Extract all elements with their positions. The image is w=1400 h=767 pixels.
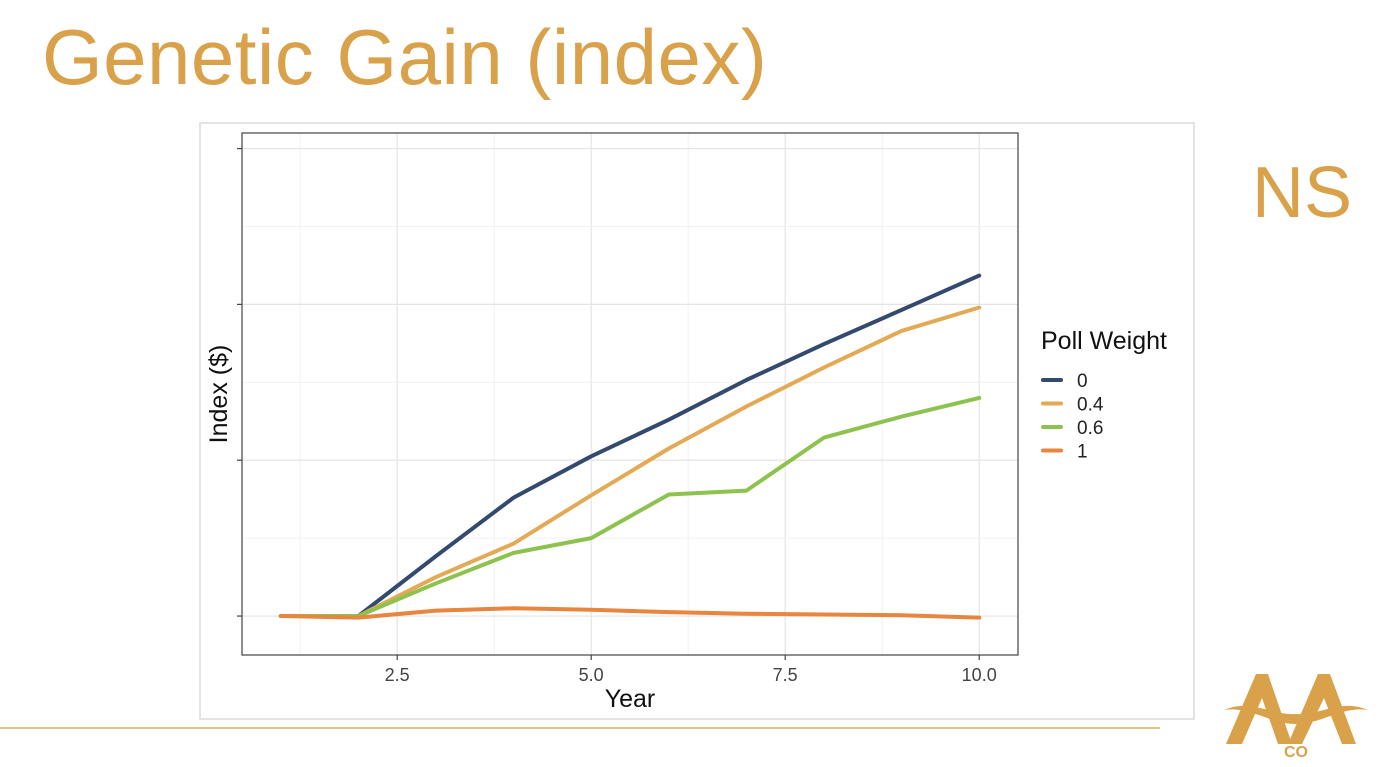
y-axis-label: Index ($)	[205, 345, 233, 444]
side-label: NS	[1252, 153, 1353, 233]
legend-title: Poll Weight	[1041, 327, 1167, 355]
company-logo: CO	[1224, 674, 1368, 760]
legend-item-label: 0.4	[1077, 395, 1104, 416]
slide-title: Genetic Gain (index)	[42, 13, 768, 101]
x-tick-label: 2.5	[385, 665, 410, 685]
footer-rule	[0, 727, 1160, 729]
legend-item-label: 0.6	[1077, 418, 1103, 439]
legend: Poll Weight 0 0.40.6 1	[1041, 327, 1167, 463]
series-line-1	[278, 606, 982, 620]
x-tick-label: 10.0	[962, 665, 997, 685]
legend-item-label: 1	[1077, 442, 1088, 463]
logo-text: CO	[1284, 744, 1308, 760]
x-tick-label: 7.5	[773, 665, 798, 685]
line-chart: 2.5 5.0 7.5 10.0 Year Index ($) Poll Weight…	[205, 132, 1167, 713]
x-axis-label: Year	[605, 685, 656, 713]
x-tick-label: 5.0	[579, 665, 604, 685]
series-line-0-4	[278, 305, 982, 618]
chart-frame: 2.5 5.0 7.5 10.0 Year Index ($) Poll Weight…	[199, 122, 1195, 720]
legend-item-label: 0	[1077, 371, 1088, 392]
plot-border	[241, 132, 1019, 656]
series-line-0	[278, 273, 982, 618]
series-line-0-6	[278, 395, 982, 618]
